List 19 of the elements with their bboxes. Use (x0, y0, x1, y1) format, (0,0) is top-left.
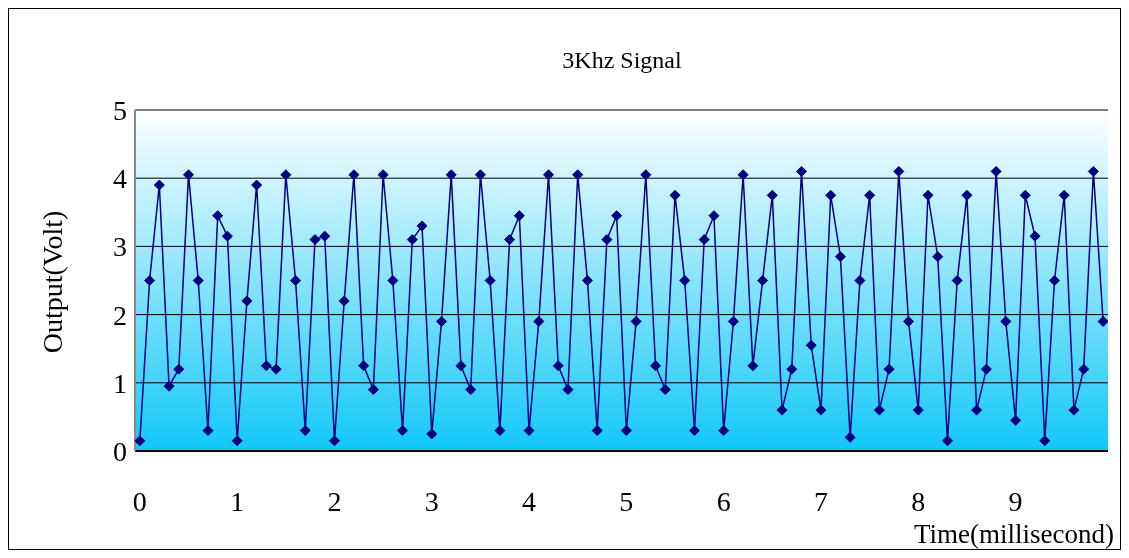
x-tick-label: 3 (424, 486, 439, 517)
x-tick-label: 8 (911, 486, 926, 517)
chart-title: 3Khz Signal (561, 47, 683, 74)
y-tick-label: 5 (113, 94, 127, 126)
y-axis-title: Output(Volt) (37, 210, 69, 354)
x-axis-title: Time(millisecond) (914, 519, 1114, 549)
x-tick-label: 2 (327, 486, 342, 517)
y-tick-label: 2 (113, 299, 127, 331)
x-tick-label: 5 (619, 486, 634, 517)
y-tick-label: 1 (113, 367, 127, 399)
y-tick-label: 3 (113, 231, 127, 263)
x-tick-label: 4 (522, 486, 537, 517)
y-tick-label: 0 (113, 435, 127, 467)
x-tick-label: 7 (813, 486, 828, 517)
y-tick-label: 4 (113, 163, 127, 195)
x-tick-label: 1 (230, 486, 245, 517)
x-tick-label: 9 (1008, 486, 1023, 517)
x-tick-label: 0 (132, 486, 147, 517)
x-tick-label: 6 (716, 486, 731, 517)
